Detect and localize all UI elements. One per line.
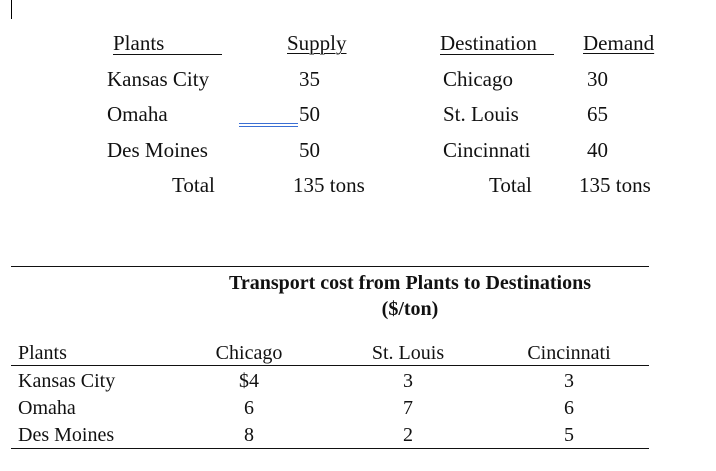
plant-name: Kansas City xyxy=(107,67,210,91)
supply-total-value: 135 tons xyxy=(293,173,365,197)
cost-cell: 6 xyxy=(564,397,574,419)
cost-cell: 8 xyxy=(244,424,254,446)
table-subtitle: ($/ton) xyxy=(381,298,439,320)
cost-cell: 3 xyxy=(403,370,413,392)
plants-header-underline xyxy=(113,54,222,55)
supply-header: Supply xyxy=(287,31,347,55)
column-header-chicago: Chicago xyxy=(215,342,283,364)
row-plant: Kansas City xyxy=(18,370,116,392)
row-plant: Des Moines xyxy=(18,424,115,446)
demand-value: 65 xyxy=(587,102,608,126)
table-top-rule xyxy=(11,266,649,267)
plants-header: Plants xyxy=(113,31,165,55)
destination-header-underline xyxy=(440,54,554,55)
demand-value: 30 xyxy=(587,67,608,91)
text-cursor xyxy=(11,0,12,19)
supply-value: 50 xyxy=(299,138,320,162)
demand-value: 40 xyxy=(587,138,608,162)
cost-cell: $4 xyxy=(239,370,259,392)
demand-total-label: Total xyxy=(489,173,532,197)
cost-cell: 6 xyxy=(244,397,254,419)
cost-cell: 3 xyxy=(564,370,574,392)
demand-total-value: 135 tons xyxy=(579,173,651,197)
blue-double-underline xyxy=(239,123,298,127)
plant-name: Des Moines xyxy=(107,138,208,162)
column-header-plants: Plants xyxy=(18,342,67,364)
header-rule xyxy=(11,365,649,366)
destination-name: Chicago xyxy=(443,67,513,91)
column-header-st-louis: St. Louis xyxy=(371,342,445,364)
destination-name: St. Louis xyxy=(443,102,519,126)
plant-name: Omaha xyxy=(107,102,168,126)
supply-value: 50 xyxy=(299,102,320,126)
destination-header: Destination xyxy=(440,31,537,55)
destination-name: Cincinnati xyxy=(443,138,531,162)
demand-header: Demand xyxy=(583,31,655,55)
cost-cell: 7 xyxy=(403,397,413,419)
row-plant: Omaha xyxy=(18,397,76,419)
cost-cell: 5 xyxy=(564,424,574,446)
table-title: Transport cost from Plants to Destinatio… xyxy=(228,272,592,294)
supply-total-label: Total xyxy=(172,173,215,197)
supply-value: 35 xyxy=(299,67,320,91)
cost-cell: 2 xyxy=(403,424,413,446)
table-bottom-rule xyxy=(11,448,649,449)
column-header-cincinnati: Cincinnati xyxy=(527,342,611,364)
